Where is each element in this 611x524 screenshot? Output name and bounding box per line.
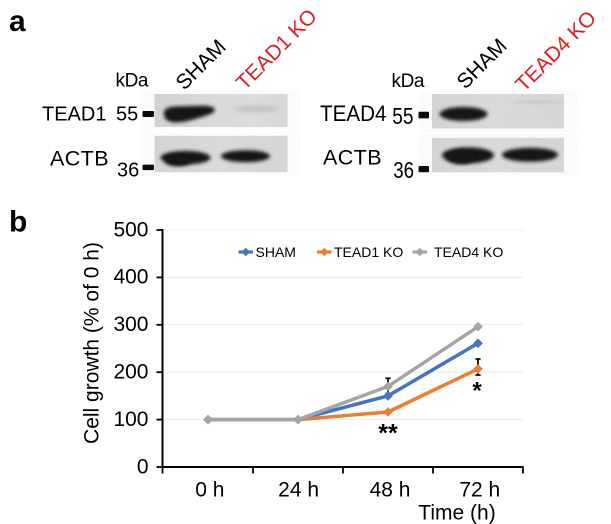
svg-text:TEAD1 KO: TEAD1 KO [232, 5, 322, 95]
svg-text:SHAM: SHAM [452, 34, 511, 93]
svg-text:36: 36 [117, 160, 139, 182]
svg-text:Cell growth (% of 0 h): Cell growth (% of 0 h) [81, 242, 104, 444]
svg-text:SHAM: SHAM [256, 244, 296, 260]
svg-text:ACTB: ACTB [50, 147, 109, 171]
svg-text:SHAM: SHAM [171, 35, 230, 94]
svg-text:55: 55 [116, 104, 138, 126]
svg-text:0 h: 0 h [195, 479, 224, 502]
svg-text:0: 0 [137, 455, 149, 478]
svg-text:200: 200 [113, 361, 148, 384]
svg-text:400: 400 [113, 266, 148, 289]
svg-text:b: b [9, 206, 27, 239]
svg-text:100: 100 [113, 408, 148, 431]
svg-text:48 h: 48 h [370, 479, 411, 502]
svg-text:TEAD4 KO: TEAD4 KO [434, 244, 503, 260]
svg-text:36: 36 [393, 157, 414, 183]
svg-text:**: ** [378, 419, 398, 447]
svg-text:kDa: kDa [116, 71, 149, 92]
svg-text:ACTB: ACTB [323, 146, 382, 170]
svg-text:500: 500 [113, 218, 148, 241]
svg-text:*: * [472, 378, 482, 405]
svg-text:55: 55 [392, 103, 413, 129]
svg-text:a: a [9, 5, 26, 38]
svg-text:TEAD1 KO: TEAD1 KO [334, 244, 403, 260]
svg-text:TEAD4 KO: TEAD4 KO [511, 7, 601, 97]
svg-text:24 h: 24 h [278, 479, 319, 502]
svg-text:72 h: 72 h [459, 479, 500, 502]
svg-text:TEAD1: TEAD1 [42, 104, 106, 126]
svg-text:300: 300 [113, 313, 148, 336]
svg-text:TEAD4: TEAD4 [320, 101, 387, 126]
svg-text:kDa: kDa [392, 71, 425, 92]
svg-text:Time (h): Time (h) [418, 501, 495, 524]
